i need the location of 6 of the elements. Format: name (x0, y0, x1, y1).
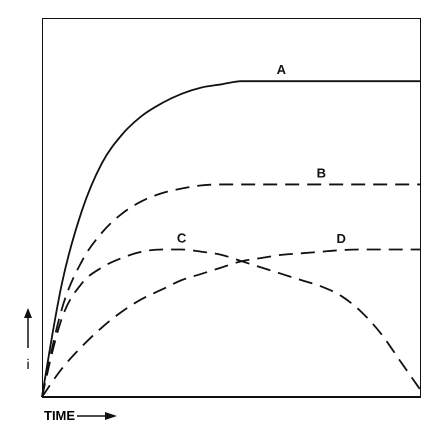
series-label: B (316, 165, 326, 180)
series-label: C (176, 230, 187, 246)
y-axis-title: i (26, 356, 30, 372)
series-label: A (276, 62, 287, 78)
series-label: D (336, 231, 346, 246)
x-axis-title: TIME (44, 408, 76, 423)
